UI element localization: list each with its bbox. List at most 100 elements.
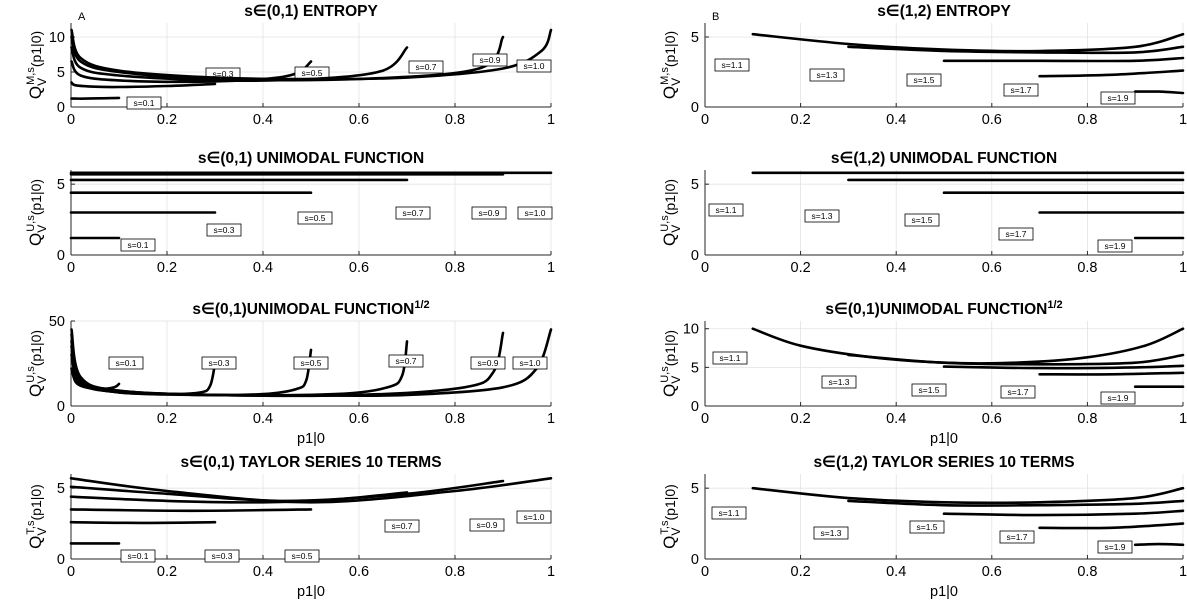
x-tick-label: 0.4: [253, 564, 273, 580]
x-tick-label: 0.2: [791, 564, 811, 580]
series-label: s=1.5: [911, 215, 932, 225]
y-axis-label: QVU,s(p1|0): [25, 179, 49, 246]
series-line: [69, 520, 217, 525]
series-label: s=1.1: [718, 508, 739, 518]
series-line: [1133, 90, 1185, 95]
x-tick-label: 0.6: [349, 112, 369, 128]
subplot-5: 0 0.2 0.4 0.6 0.8 1 0 50 s∈(0,1)UNIMODAL FUNCTIO…: [25, 299, 555, 447]
series-label-box: [516, 59, 552, 73]
series-line: [1038, 69, 1185, 78]
series-label: s=1.7: [1005, 229, 1026, 239]
series-label-box: [293, 356, 329, 370]
series-line: [69, 477, 553, 504]
series-line: [942, 509, 1185, 517]
x-axis-label: p1|0: [930, 584, 958, 600]
y-axis-label: QVM,s(p1|0): [25, 31, 49, 99]
series-label-box: [206, 223, 242, 237]
y-tick-label: 5: [57, 65, 65, 81]
y-tick-label: 0: [691, 100, 699, 116]
x-tick-label: 1: [1179, 564, 1187, 580]
series-line: [69, 479, 505, 503]
series-label: s=0.1: [127, 240, 148, 250]
series-line: [70, 328, 553, 398]
series-label: s=1.1: [721, 60, 742, 70]
x-tick-label: 0.6: [349, 260, 369, 276]
series-label: s=0.1: [127, 551, 148, 561]
y-axis-label: QVT,s(p1|0): [25, 484, 49, 549]
y-tick-label: 5: [691, 481, 699, 497]
series-label: s=0.3: [211, 551, 232, 561]
series-label: s=1.0: [519, 358, 540, 368]
panel-label: B: [712, 11, 719, 23]
series-label: s=1.5: [918, 385, 939, 395]
series-label-box: [1100, 91, 1136, 105]
series-label: s=0.3: [208, 358, 229, 368]
x-tick-label: 0.8: [1077, 411, 1097, 427]
series-label: s=1.9: [1104, 542, 1125, 552]
x-tick-label: 0.2: [157, 564, 177, 580]
x-tick-label: 0.4: [886, 260, 906, 276]
series-label: s=0.9: [478, 208, 499, 218]
y-tick-label: 10: [49, 30, 65, 46]
y-axis-label: QVU,s(p1|0): [659, 330, 683, 397]
x-tick-label: 0: [67, 564, 75, 580]
series-label: s=1.7: [1010, 85, 1031, 95]
series-line: [1038, 371, 1185, 376]
x-tick-label: 0.2: [791, 260, 811, 276]
subplot-8: 0 0.2 0.4 0.6 0.8 1 0 5 s∈(1,2) TAYLOR SERIES 10…: [659, 454, 1187, 600]
series-label: s=0.7: [391, 521, 412, 531]
x-tick-label: 0.4: [886, 411, 906, 427]
y-tick-label: 10: [683, 322, 699, 338]
series-label-box: [712, 351, 748, 365]
y-axis-label: QVT,s(p1|0): [659, 484, 683, 549]
series-label-box: [1100, 391, 1136, 405]
series-label-box: [388, 354, 424, 368]
series-label-box: [714, 58, 750, 72]
series-label-box: [517, 206, 553, 220]
x-tick-label: 0.6: [982, 411, 1002, 427]
x-tick-label: 0.6: [349, 411, 369, 427]
series-label-box: [909, 520, 945, 534]
y-tick-label: 5: [691, 177, 699, 193]
series-label-box: [471, 206, 507, 220]
series-label-box: [512, 356, 548, 370]
y-tick-label: 0: [57, 399, 65, 415]
series-label-box: [821, 375, 857, 389]
x-tick-label: 0.8: [1077, 260, 1097, 276]
subplot-7: 0 0.2 0.4 0.6 0.8 1 0 5 s∈(0,1) TAYLOR SERIES 10…: [25, 454, 555, 600]
series-label: s=1.9: [1107, 393, 1128, 403]
x-tick-label: 1: [1179, 260, 1187, 276]
x-tick-label: 1: [1179, 112, 1187, 128]
subplot-2: 0 0.2 0.4 0.6 0.8 1 0 5 s∈(1,2) ENTROPY B QVM,s(p1…: [659, 3, 1187, 128]
series-label-box: [711, 506, 747, 520]
series-label-box: [906, 73, 942, 87]
x-axis-label: p1|0: [297, 431, 325, 447]
series-label: s=1.0: [523, 61, 544, 71]
series-label: s=1.1: [715, 205, 736, 215]
chart-title: s∈(1,2) UNIMODAL FUNCTION: [831, 150, 1057, 167]
series-line: [942, 364, 1185, 370]
chart-title: s∈(0,1)UNIMODAL FUNCTION1/2: [192, 299, 429, 318]
series-label-box: [284, 549, 320, 563]
y-tick-label: 0: [57, 248, 65, 264]
series-label: s=1.3: [820, 528, 841, 538]
series-label-box: [395, 206, 431, 220]
y-tick-label: 5: [57, 177, 65, 193]
x-tick-label: 0.8: [445, 112, 465, 128]
series-label: s=0.5: [301, 68, 322, 78]
series-label: s=1.3: [828, 377, 849, 387]
x-tick-label: 0.8: [1077, 112, 1097, 128]
x-tick-label: 0.4: [253, 112, 273, 128]
subplot-3: 0 0.2 0.4 0.6 0.8 1 0 5 s∈(0,1) UNIMODAL FUNCTIO…: [25, 150, 555, 276]
chart-title: s∈(0,1) TAYLOR SERIES 10 TERMS: [180, 454, 441, 471]
series-label-box: [904, 213, 940, 227]
series-line: [69, 508, 313, 513]
series-label: s=0.9: [476, 520, 497, 530]
series-label: s=1.3: [811, 211, 832, 221]
x-tick-label: 0.6: [982, 112, 1002, 128]
series-label: s=1.0: [524, 208, 545, 218]
x-tick-label: 1: [547, 260, 555, 276]
series-line: [1133, 542, 1185, 547]
